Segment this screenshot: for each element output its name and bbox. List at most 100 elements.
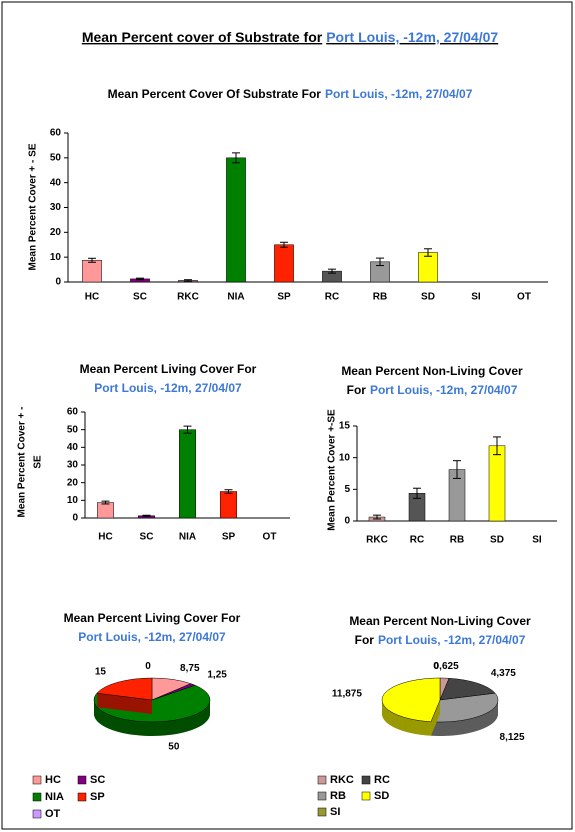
legend-swatch — [361, 775, 371, 785]
title-location: Port Louis, -12m, 27/04/07 — [370, 383, 518, 397]
x-tick-label: OT — [517, 292, 531, 303]
x-tick-label: SD — [421, 292, 435, 303]
legend-label: HC — [45, 774, 61, 786]
legend-label: SP — [90, 791, 105, 803]
error-bar — [413, 487, 421, 499]
y-axis-label: Mean Percent Cover + - — [17, 407, 28, 518]
bar — [82, 260, 102, 283]
x-tick-label: SD — [490, 535, 504, 546]
error-bar — [376, 257, 384, 267]
legend-label: SD — [374, 790, 389, 802]
y-tick-label: 10 — [50, 252, 62, 263]
chart-title: Mean Percent Non-Living Cover — [349, 614, 531, 628]
bar — [179, 429, 196, 519]
y-axis-label: Mean Percent Cover +-SE — [327, 409, 338, 531]
legend-label: OT — [45, 808, 61, 820]
chart-subtitle: For Port Louis, -12m, 27/04/07 — [347, 383, 518, 397]
legend-label: NIA — [45, 791, 64, 803]
legend-label: SI — [330, 806, 340, 818]
chart-subtitle: For Port Louis, -12m, 27/04/07 — [355, 633, 526, 647]
legend-label: RC — [374, 774, 390, 786]
error-bar — [453, 460, 461, 479]
slice-label: 4,375 — [491, 668, 516, 679]
legend-swatch — [32, 775, 42, 785]
x-tick-label: SC — [133, 292, 147, 303]
slice-label: 1,25 — [207, 670, 227, 681]
bar — [274, 244, 294, 283]
legend-swatch — [77, 775, 87, 785]
slice-label: 8,75 — [180, 663, 200, 674]
title-location: Port Louis, -12m, 27/04/07 — [325, 87, 473, 101]
x-tick-label: SI — [532, 535, 542, 546]
slice-label: 11,875 — [332, 688, 362, 699]
slice-label: 15 — [95, 667, 107, 678]
x-tick-label: RB — [373, 292, 387, 303]
title-location: Port Louis, -12m, 27/04/07 — [326, 29, 498, 45]
error-bar — [280, 241, 288, 248]
error-bar — [184, 279, 192, 282]
x-tick-label: RB — [450, 535, 464, 546]
legend-label: RKC — [330, 774, 354, 786]
chart-title: Mean Percent Non-Living Cover — [341, 364, 523, 378]
pie-slice — [96, 677, 153, 714]
error-bar — [183, 425, 192, 434]
bar — [226, 157, 246, 283]
chart-subtitle: Port Louis, -12m, 27/04/07 — [94, 381, 242, 395]
y-tick-label: 40 — [50, 177, 62, 188]
x-tick-label: RC — [325, 292, 339, 303]
page-title: Mean Percent cover of Substrate for Port … — [82, 29, 499, 45]
x-tick-label: SI — [471, 292, 481, 303]
chart-title: Mean Percent Living Cover For — [80, 362, 257, 376]
error-bar — [373, 514, 381, 520]
slice-label: 8,125 — [500, 732, 525, 743]
y-tick-label: 50 — [67, 424, 79, 435]
legend-label: SC — [90, 774, 105, 786]
y-tick-label: 0 — [72, 513, 78, 524]
bar — [97, 502, 114, 519]
slice-label: 0,625 — [434, 661, 459, 672]
y-tick-label: 60 — [67, 407, 79, 418]
y-tick-label: 0 — [344, 516, 350, 527]
y-tick-label: 20 — [67, 477, 79, 488]
x-tick-label: OT — [263, 532, 277, 543]
x-tick-label: RKC — [177, 292, 199, 303]
x-tick-label: HC — [85, 292, 99, 303]
chart-subtitle: Port Louis, -12m, 27/04/07 — [78, 630, 226, 644]
chart-title: Mean Percent Living Cover For — [64, 611, 241, 625]
y-tick-label: 5 — [344, 484, 350, 495]
title-location: Port Louis, -12m, 27/04/07 — [94, 381, 242, 395]
slice-top — [430, 692, 499, 723]
legend-swatch — [317, 807, 327, 817]
error-bar — [136, 277, 144, 281]
bar — [418, 252, 438, 283]
x-tick-label: RKC — [366, 535, 388, 546]
x-tick-label: NIA — [227, 292, 244, 303]
y-tick-label: 10 — [339, 452, 351, 463]
title-location: Port Louis, -12m, 27/04/07 — [78, 630, 226, 644]
y-tick-label: 30 — [67, 460, 79, 471]
x-tick-label: SP — [277, 292, 291, 303]
slice-label: 0 — [145, 661, 151, 672]
error-bar — [328, 268, 336, 274]
bar — [220, 491, 237, 519]
y-tick-label: 60 — [50, 128, 62, 139]
error-bar — [142, 514, 151, 517]
slice-top — [96, 677, 153, 701]
y-tick-label: 0 — [55, 277, 61, 288]
y-tick-label: 20 — [50, 227, 62, 238]
x-tick-label: RC — [410, 535, 424, 546]
y-tick-label: 15 — [339, 421, 351, 432]
slice-label: 0 — [433, 661, 439, 672]
y-tick-label: 30 — [50, 202, 62, 213]
x-tick-label: NIA — [179, 532, 196, 543]
error-bar — [101, 500, 110, 505]
error-bar — [493, 436, 501, 456]
bar — [488, 445, 506, 522]
x-tick-label: SP — [222, 532, 236, 543]
x-tick-label: SC — [140, 532, 154, 543]
legend-swatch — [77, 792, 87, 802]
error-bar — [224, 489, 233, 494]
title-location: Port Louis, -12m, 27/04/07 — [378, 633, 526, 647]
